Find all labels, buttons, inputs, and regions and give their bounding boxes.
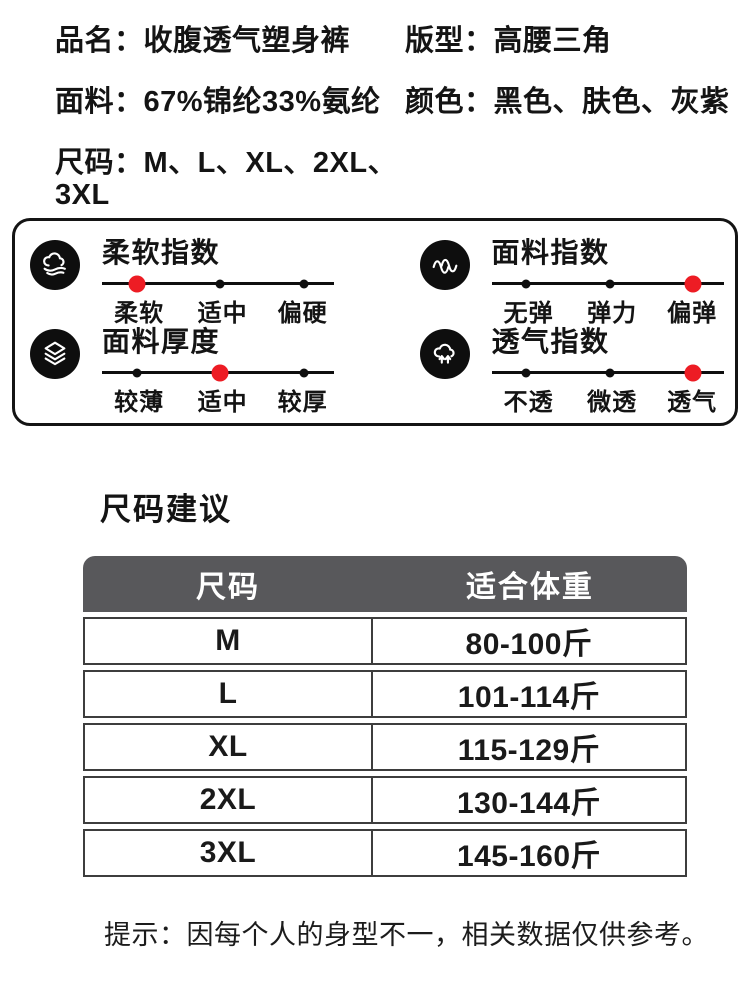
table-row: M 80-100斤 (83, 617, 687, 665)
size-table-header: 尺码 适合体重 (83, 556, 687, 612)
soft-cloud-icon (30, 240, 80, 290)
size-recommendation-heading: 尺码建议 (100, 492, 232, 527)
index-title: 面料厚度 (102, 326, 221, 357)
product-specs: 品名：收腹透气塑身裤 版型：高腰三角 面料：67%锦纶33%氨纶 颜色：黑色、肤… (55, 25, 738, 241)
index-item-elasticity: 面料指数 无弹 弹力 偏弹 (378, 239, 726, 328)
slider-label: 适中 (197, 300, 248, 327)
index-content: 面料指数 无弹 弹力 偏弹 (491, 237, 724, 327)
table-row: L 101-114斤 (83, 670, 687, 718)
slider-label: 弹力 (587, 300, 638, 327)
size-column-header: 尺码 (195, 571, 260, 604)
slider-label: 较薄 (114, 389, 165, 416)
index-slider (102, 274, 334, 292)
size-cell: L (85, 672, 373, 716)
product-cut: 版型：高腰三角 (405, 25, 612, 57)
size-cell: M (85, 619, 373, 663)
slider-label: 微透 (587, 389, 638, 416)
index-item-thickness: 面料厚度 较薄 适中 较厚 (30, 328, 378, 417)
slider-label: 较厚 (277, 389, 328, 416)
product-name: 品名：收腹透气塑身裤 (55, 25, 351, 57)
product-fabric: 面料：67%锦纶33%氨纶 (55, 85, 381, 118)
slider-label: 偏硬 (277, 300, 328, 327)
index-slider (491, 274, 724, 292)
slider-dot (299, 368, 309, 377)
spec-row-sizes: 尺码：M、L、XL、2XL、3XL (55, 146, 738, 212)
fabric-index-panel: 柔软指数 柔软 适中 偏硬 面料指数 (12, 218, 738, 426)
elastic-waves-icon (419, 240, 470, 290)
slider-label: 适中 (197, 389, 248, 416)
index-content: 柔软指数 柔软 适中 偏硬 (102, 237, 334, 327)
fabric-layers-icon (30, 329, 80, 379)
index-content: 面料厚度 较薄 适中 较厚 (102, 326, 334, 416)
index-item-breathability: 透气指数 不透 微透 透气 (378, 328, 726, 417)
index-item-softness: 柔软指数 柔软 适中 偏硬 (30, 239, 378, 328)
slider-dot (521, 279, 531, 288)
spec-row-fabric-color: 面料：67%锦纶33%氨纶 颜色：黑色、肤色、灰紫 (55, 85, 738, 119)
product-colors: 颜色：黑色、肤色、灰紫 (405, 85, 730, 118)
weight-cell: 80-100斤 (465, 628, 593, 661)
index-title: 面料指数 (491, 237, 610, 268)
size-table: 尺码 适合体重 M 80-100斤 L 101-114斤 XL 115-129斤… (83, 556, 687, 882)
slider-dot (299, 279, 309, 288)
slider-label: 偏弹 (667, 300, 718, 327)
size-disclaimer-note: 提示：因每个人的身型不一，相关数据仅供参考。 (104, 920, 709, 950)
slider-dot (684, 275, 702, 292)
slider-dot (211, 364, 229, 381)
slider-labels: 无弹 弹力 偏弹 (492, 293, 724, 327)
size-cell: 2XL (85, 778, 373, 822)
slider-label: 不透 (503, 389, 554, 416)
weight-column-header: 适合体重 (465, 571, 594, 604)
slider-labels: 不透 微透 透气 (492, 382, 724, 416)
table-row: 3XL 145-160斤 (83, 829, 687, 877)
slider-label: 柔软 (114, 300, 165, 327)
slider-dot (215, 279, 225, 288)
weight-cell: 145-160斤 (456, 840, 602, 873)
slider-labels: 较薄 适中 较厚 (102, 382, 334, 416)
slider-label: 无弹 (503, 300, 554, 327)
index-slider (491, 363, 724, 381)
slider-labels: 柔软 适中 偏硬 (102, 293, 334, 327)
table-row: 2XL 130-144斤 (83, 776, 687, 824)
breathable-cloud-icon (419, 329, 470, 379)
product-sizes: 尺码：M、L、XL、2XL、3XL (55, 146, 398, 211)
slider-dot (605, 368, 615, 377)
weight-cell: 130-144斤 (456, 787, 602, 820)
spec-row-sizes-spacer (405, 148, 738, 212)
slider-dot (605, 279, 615, 288)
slider-dot (128, 275, 146, 292)
weight-cell: 115-129斤 (457, 734, 601, 767)
index-title: 柔软指数 (102, 237, 221, 268)
index-title: 透气指数 (491, 326, 610, 357)
slider-label: 透气 (667, 389, 718, 416)
size-cell: 3XL (85, 831, 373, 875)
weight-cell: 101-114斤 (457, 681, 601, 714)
spec-row-name-cut: 品名：收腹透气塑身裤 版型：高腰三角 (55, 25, 738, 58)
slider-dot (521, 368, 531, 377)
index-slider (102, 363, 334, 381)
table-row: XL 115-129斤 (83, 723, 687, 771)
index-content: 透气指数 不透 微透 透气 (491, 326, 724, 416)
size-cell: XL (85, 725, 373, 769)
slider-dot (684, 364, 702, 381)
slider-dot (132, 368, 142, 377)
